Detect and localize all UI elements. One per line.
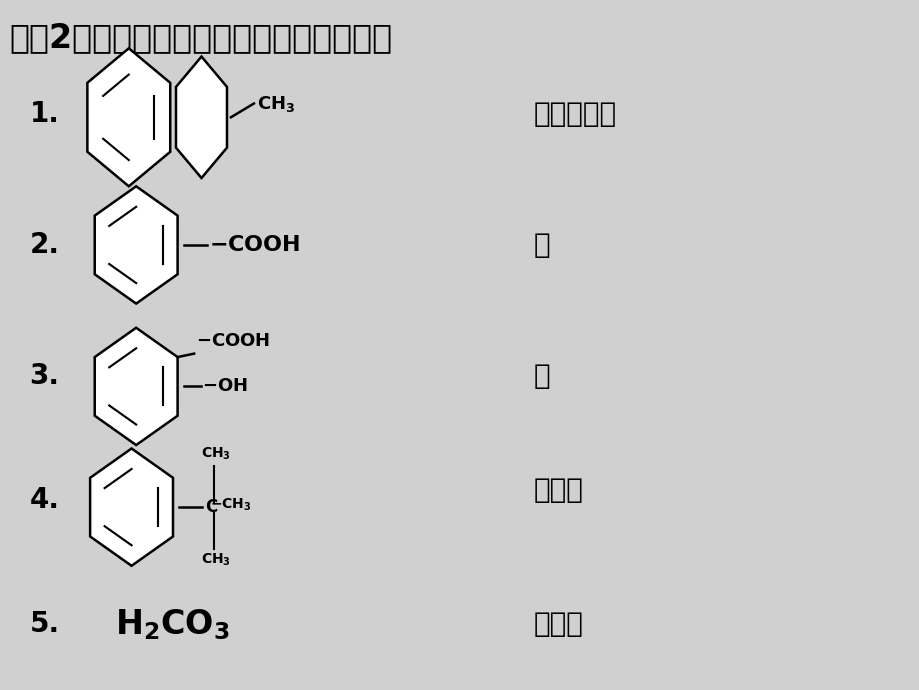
- Text: 练习2：按交叉分类法将下列物质进行分类: 练习2：按交叉分类法将下列物质进行分类: [9, 21, 391, 55]
- Text: 2.: 2.: [29, 231, 60, 259]
- Text: 4.: 4.: [29, 486, 60, 514]
- Text: $\mathbf{H_2CO_3}$: $\mathbf{H_2CO_3}$: [115, 607, 230, 642]
- Text: $\mathbf{-OH}$: $\mathbf{-OH}$: [202, 377, 248, 395]
- Text: 烃: 烃: [533, 231, 550, 259]
- Polygon shape: [95, 186, 177, 304]
- Polygon shape: [95, 328, 177, 445]
- Polygon shape: [90, 448, 173, 566]
- Text: $\mathbf{C}$: $\mathbf{C}$: [205, 498, 218, 516]
- Polygon shape: [176, 57, 227, 178]
- Text: $\mathbf{-COOH}$: $\mathbf{-COOH}$: [209, 235, 300, 255]
- Text: 5.: 5.: [29, 611, 60, 638]
- Text: 无机物: 无机物: [533, 611, 583, 638]
- Text: 酸: 酸: [533, 362, 550, 390]
- Text: $\mathbf{-COOH}$: $\mathbf{-COOH}$: [196, 332, 270, 351]
- Text: $\mathbf{-CH_3}$: $\mathbf{-CH_3}$: [210, 497, 251, 513]
- Text: 有机物: 有机物: [533, 476, 583, 504]
- Polygon shape: [87, 48, 170, 186]
- Text: $\mathbf{CH_3}$: $\mathbf{CH_3}$: [201, 552, 231, 569]
- Text: $\mathbf{CH_3}$: $\mathbf{CH_3}$: [201, 446, 231, 462]
- Text: $\mathbf{CH_3}$: $\mathbf{CH_3}$: [256, 94, 295, 113]
- Text: 环状化合物: 环状化合物: [533, 100, 616, 128]
- Text: 3.: 3.: [29, 362, 60, 390]
- Text: 1.: 1.: [29, 100, 59, 128]
